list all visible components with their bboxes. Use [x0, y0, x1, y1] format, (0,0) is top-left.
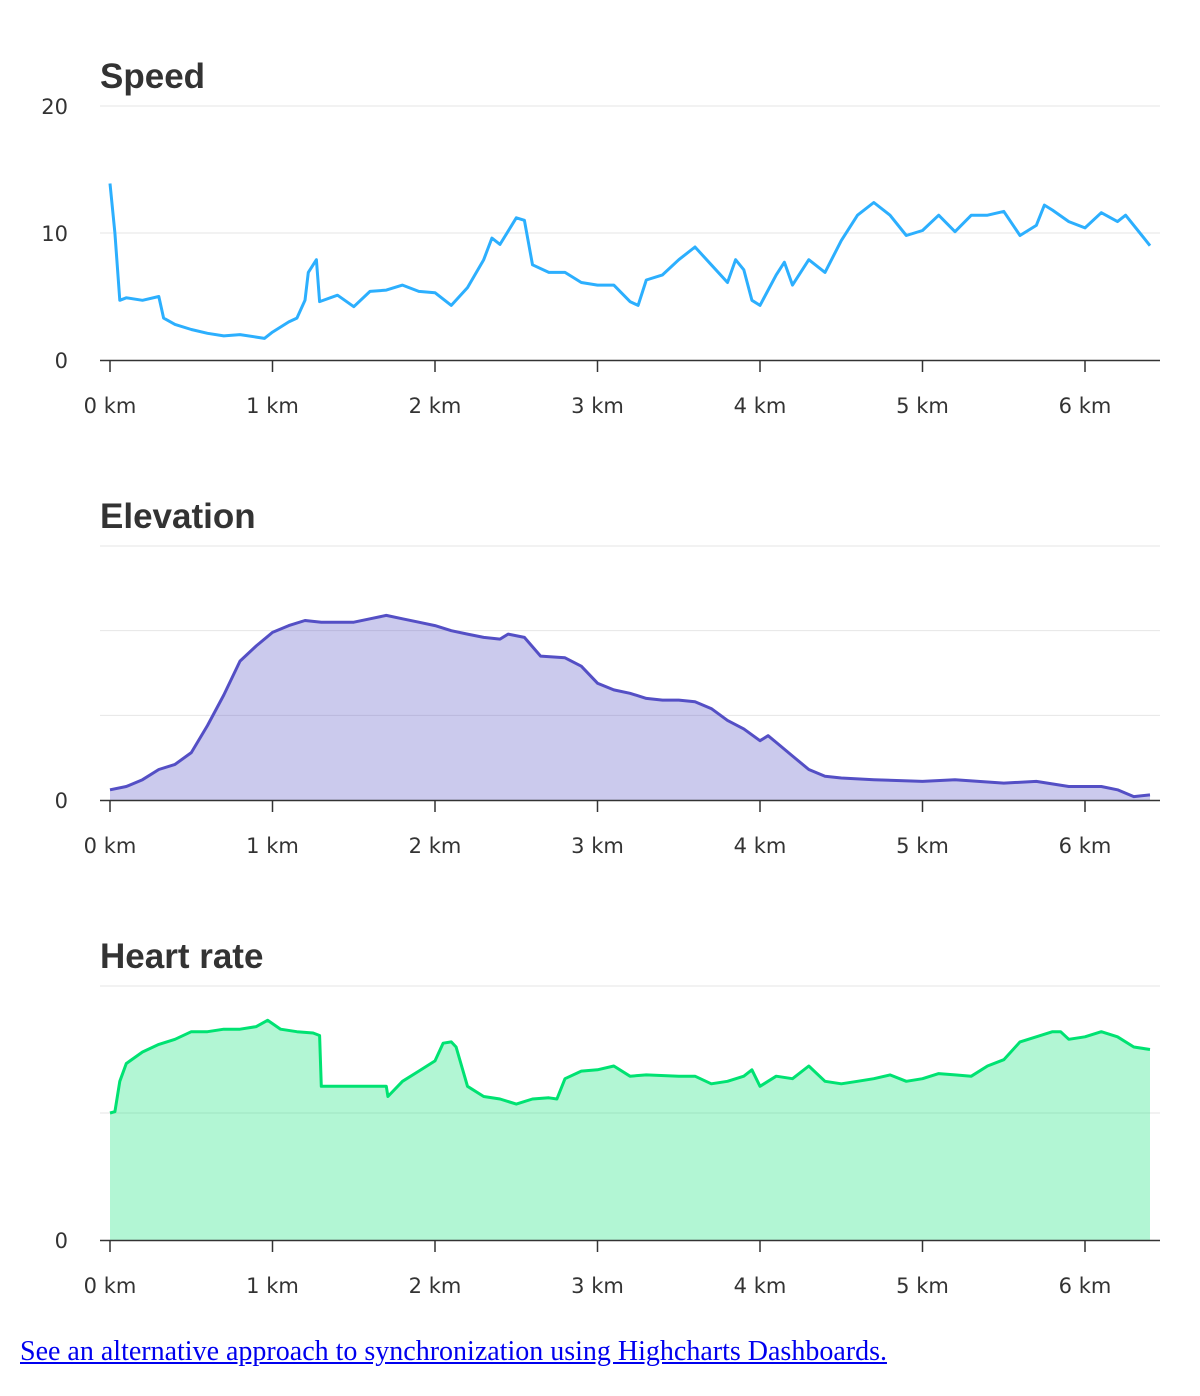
chart-speed[interactable]: Speed 0 10 20 0 km 1 km 2 km 3 km 4 km 5 km 6 km — [0, 0, 1200, 440]
x-tick-label: 5 km — [896, 394, 949, 418]
x-tick-label: 2 km — [409, 834, 462, 858]
charts-container: Speed 0 10 20 0 km 1 km 2 km 3 km 4 km 5 km 6 km El… — [0, 0, 1200, 1320]
x-tick-label: 4 km — [734, 834, 787, 858]
x-tick-label: 2 km — [409, 394, 462, 418]
x-tick-label: 0 km — [84, 834, 137, 858]
chart-title: Heart rate — [100, 937, 263, 976]
series-line[interactable] — [109, 1018, 1151, 1115]
footer: See an alternative approach to synchroni… — [0, 1336, 1200, 1396]
y-tick-label: 20 — [41, 95, 68, 119]
x-tick-label: 3 km — [571, 1274, 624, 1298]
x-tick-label: 5 km — [896, 1274, 949, 1298]
x-tick-label: 4 km — [734, 394, 787, 418]
x-tick-label: 0 km — [84, 394, 137, 418]
x-tick-label: 3 km — [571, 834, 624, 858]
x-tick-label: 6 km — [1059, 1274, 1112, 1298]
x-tick-label: 0 km — [84, 1274, 137, 1298]
y-tick-label: 10 — [41, 222, 68, 246]
x-tick-label: 5 km — [896, 834, 949, 858]
series-area — [110, 615, 1150, 800]
series-area — [110, 1020, 1150, 1240]
y-tick-label: 0 — [55, 789, 68, 813]
y-tick-label: 0 — [55, 1229, 68, 1253]
chart-title: Elevation — [100, 497, 256, 536]
x-tick-label: 6 km — [1059, 834, 1112, 858]
series-line[interactable] — [109, 613, 1151, 799]
y-tick-label: 0 — [55, 349, 68, 373]
series-line[interactable] — [108, 183, 1152, 340]
x-tick-label: 3 km — [571, 394, 624, 418]
chart-elevation[interactable]: Elevation 0 0 km 1 km 2 km 3 km 4 km 5 km 6 km — [0, 440, 1200, 880]
x-tick-label: 4 km — [734, 1274, 787, 1298]
x-tick-label: 1 km — [246, 394, 299, 418]
x-tick-label: 1 km — [246, 1274, 299, 1298]
chart-title: Speed — [100, 57, 205, 96]
x-tick-label: 6 km — [1059, 394, 1112, 418]
x-tick-label: 2 km — [409, 1274, 462, 1298]
dashboards-link[interactable]: See an alternative approach to synchroni… — [20, 1336, 887, 1367]
x-tick-label: 1 km — [246, 834, 299, 858]
chart-heart-rate[interactable]: Heart rate 0 0 km 1 km 2 km 3 km 4 km 5 km 6 km — [0, 880, 1200, 1320]
